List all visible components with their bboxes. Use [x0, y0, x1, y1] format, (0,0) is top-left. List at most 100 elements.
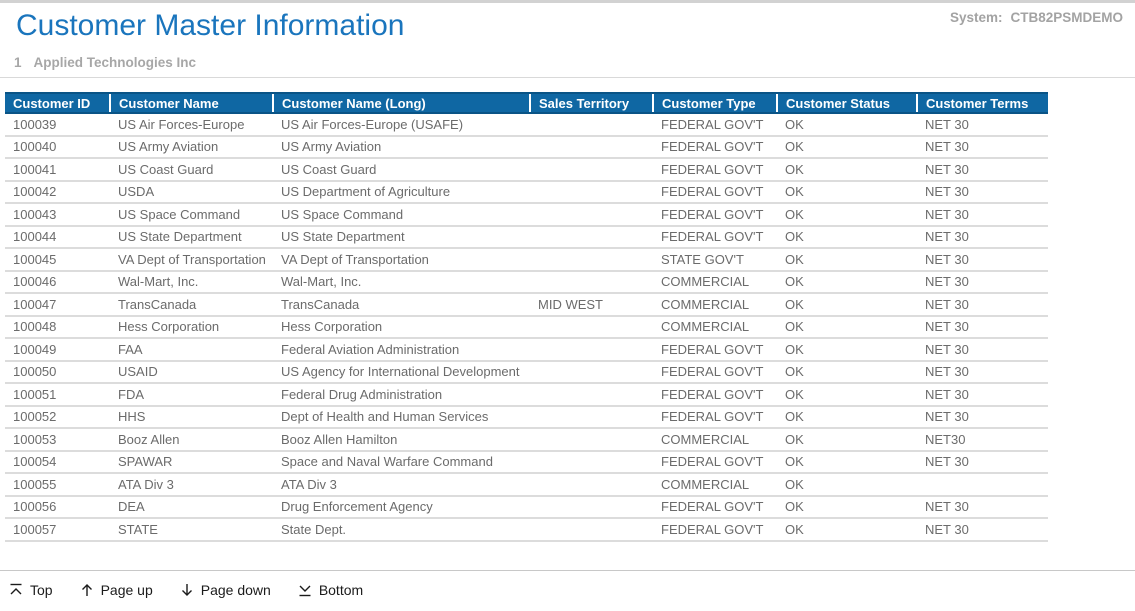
table-cell: NET 30	[917, 225, 1048, 249]
record-number: 1	[14, 55, 22, 70]
table-cell: FEDERAL GOV'T	[653, 450, 777, 474]
page-title: Customer Master Information	[16, 9, 405, 42]
table-row[interactable]: 100056 DEA Drug Enforcement Agency FEDERAL …	[5, 495, 1048, 519]
page-up-button[interactable]: Page up	[79, 582, 153, 598]
table-cell: Hess Corporation	[273, 315, 530, 339]
table-cell: OK	[777, 293, 917, 317]
table-cell	[530, 270, 653, 294]
customer-table: Customer ID Customer Name Customer Name (L…	[5, 92, 1048, 542]
table-cell: OK	[777, 405, 917, 429]
table-row[interactable]: 100041 US Coast Guard US Coast Guard FEDERA…	[5, 158, 1048, 182]
table-cell: 100046	[5, 270, 110, 294]
table-cell: COMMERCIAL	[653, 293, 777, 317]
table-cell	[530, 180, 653, 204]
column-header: Customer Terms	[916, 92, 1048, 114]
table-cell	[530, 428, 653, 452]
table-cell: FEDERAL GOV'T	[653, 495, 777, 519]
table-cell: FEDERAL GOV'T	[653, 203, 777, 227]
table-cell: NET 30	[917, 113, 1048, 137]
table-row[interactable]: 100040 US Army Aviation US Army Aviation FE…	[5, 135, 1048, 159]
table-row[interactable]: 100046 Wal-Mart, Inc. Wal-Mart, Inc. COMMER…	[5, 270, 1048, 294]
table-row[interactable]: 100049 FAA Federal Aviation Administration…	[5, 338, 1048, 362]
table-row[interactable]: 100055 ATA Div 3 ATA Div 3 COMMERCIAL OK	[5, 473, 1048, 497]
table-cell: Federal Drug Administration	[273, 383, 530, 407]
table-cell	[530, 518, 653, 542]
table-cell: OK	[777, 450, 917, 474]
table-row[interactable]: 100047 TransCanada TransCanada MID WEST COMM…	[5, 293, 1048, 317]
table-row[interactable]: 100043 US Space Command US Space Command FE…	[5, 203, 1048, 227]
table-cell: Federal Aviation Administration	[273, 338, 530, 362]
table-cell: NET30	[917, 428, 1048, 452]
table-cell: FEDERAL GOV'T	[653, 158, 777, 182]
system-value: CTB82PSMDEMO	[1010, 10, 1123, 25]
table-cell: OK	[777, 495, 917, 519]
record-name: Applied Technologies Inc	[33, 55, 197, 70]
table-row[interactable]: 100051 FDA Federal Drug Administration FEDE…	[5, 383, 1048, 407]
table-cell: COMMERCIAL	[653, 473, 777, 497]
table-cell: OK	[777, 225, 917, 249]
top-button[interactable]: Top	[8, 582, 53, 598]
table-cell: OK	[777, 338, 917, 362]
table-cell: 100044	[5, 225, 110, 249]
column-header: Customer Status	[776, 92, 917, 114]
table-cell: 100056	[5, 495, 110, 519]
table-cell: OK	[777, 248, 917, 272]
table-cell: NET 30	[917, 293, 1048, 317]
table-cell: FEDERAL GOV'T	[653, 113, 777, 137]
table-row[interactable]: 100054 SPAWAR Space and Naval Warfare Comm…	[5, 450, 1048, 474]
table-row[interactable]: 100048 Hess Corporation Hess Corporation CO…	[5, 315, 1048, 339]
table-cell: 100053	[5, 428, 110, 452]
table-cell	[530, 158, 653, 182]
table-cell: US Space Command	[273, 203, 530, 227]
table-row[interactable]: 100050 USAID US Agency for International D…	[5, 360, 1048, 384]
table-cell: FEDERAL GOV'T	[653, 225, 777, 249]
table-cell: Booz Allen	[110, 428, 273, 452]
table-row[interactable]: 100044 US State Department US State Depart…	[5, 225, 1048, 249]
table-row[interactable]: 100045 VA Dept of Transportation VA Dept o…	[5, 248, 1048, 272]
table-row[interactable]: 100057 STATE State Dept. FEDERAL GOV'T OK NET…	[5, 518, 1048, 542]
page-down-icon	[179, 582, 195, 598]
table-row[interactable]: 100052 HHS Dept of Health and Human Servic…	[5, 405, 1048, 429]
table-cell: US Coast Guard	[273, 158, 530, 182]
table-cell: US Department of Agriculture	[273, 180, 530, 204]
table-cell: OK	[777, 518, 917, 542]
table-cell: FEDERAL GOV'T	[653, 518, 777, 542]
table-cell	[530, 360, 653, 384]
top-button-label: Top	[30, 582, 53, 598]
table-cell: OK	[777, 113, 917, 137]
table-cell: NET 30	[917, 248, 1048, 272]
table-cell: 100041	[5, 158, 110, 182]
record-context: 1 Applied Technologies Inc	[14, 55, 196, 70]
bottom-button-label: Bottom	[318, 582, 364, 598]
table-cell: NET 30	[917, 450, 1048, 474]
table-cell: NET 30	[917, 518, 1048, 542]
table-cell	[530, 338, 653, 362]
bottom-button[interactable]: Bottom	[297, 582, 363, 598]
table-cell: NET 30	[917, 270, 1048, 294]
table-cell	[530, 450, 653, 474]
table-cell: NET 30	[917, 360, 1048, 384]
table-cell: OK	[777, 135, 917, 159]
page-down-button[interactable]: Page down	[179, 582, 271, 598]
page-up-icon	[79, 582, 95, 598]
table-cell: SPAWAR	[110, 450, 273, 474]
table-row[interactable]: 100053 Booz Allen Booz Allen Hamilton COMME…	[5, 428, 1048, 452]
table-cell: NET 30	[917, 338, 1048, 362]
table-cell: FAA	[110, 338, 273, 362]
table-cell: OK	[777, 428, 917, 452]
table-row[interactable]: 100042 USDA US Department of Agriculture FE…	[5, 180, 1048, 204]
table-cell: 100045	[5, 248, 110, 272]
table-cell	[530, 248, 653, 272]
table-cell: 100047	[5, 293, 110, 317]
table-cell: 100049	[5, 338, 110, 362]
table-cell: STATE GOV'T	[653, 248, 777, 272]
table-cell: OK	[777, 360, 917, 384]
table-cell: US Army Aviation	[110, 135, 273, 159]
table-cell	[530, 135, 653, 159]
column-header: Sales Territory	[529, 92, 653, 114]
table-cell: NET 30	[917, 158, 1048, 182]
table-cell: FEDERAL GOV'T	[653, 360, 777, 384]
table-row[interactable]: 100039 US Air Forces-Europe US Air Forces-…	[5, 113, 1048, 137]
table-cell: 100055	[5, 473, 110, 497]
table-cell: FEDERAL GOV'T	[653, 338, 777, 362]
